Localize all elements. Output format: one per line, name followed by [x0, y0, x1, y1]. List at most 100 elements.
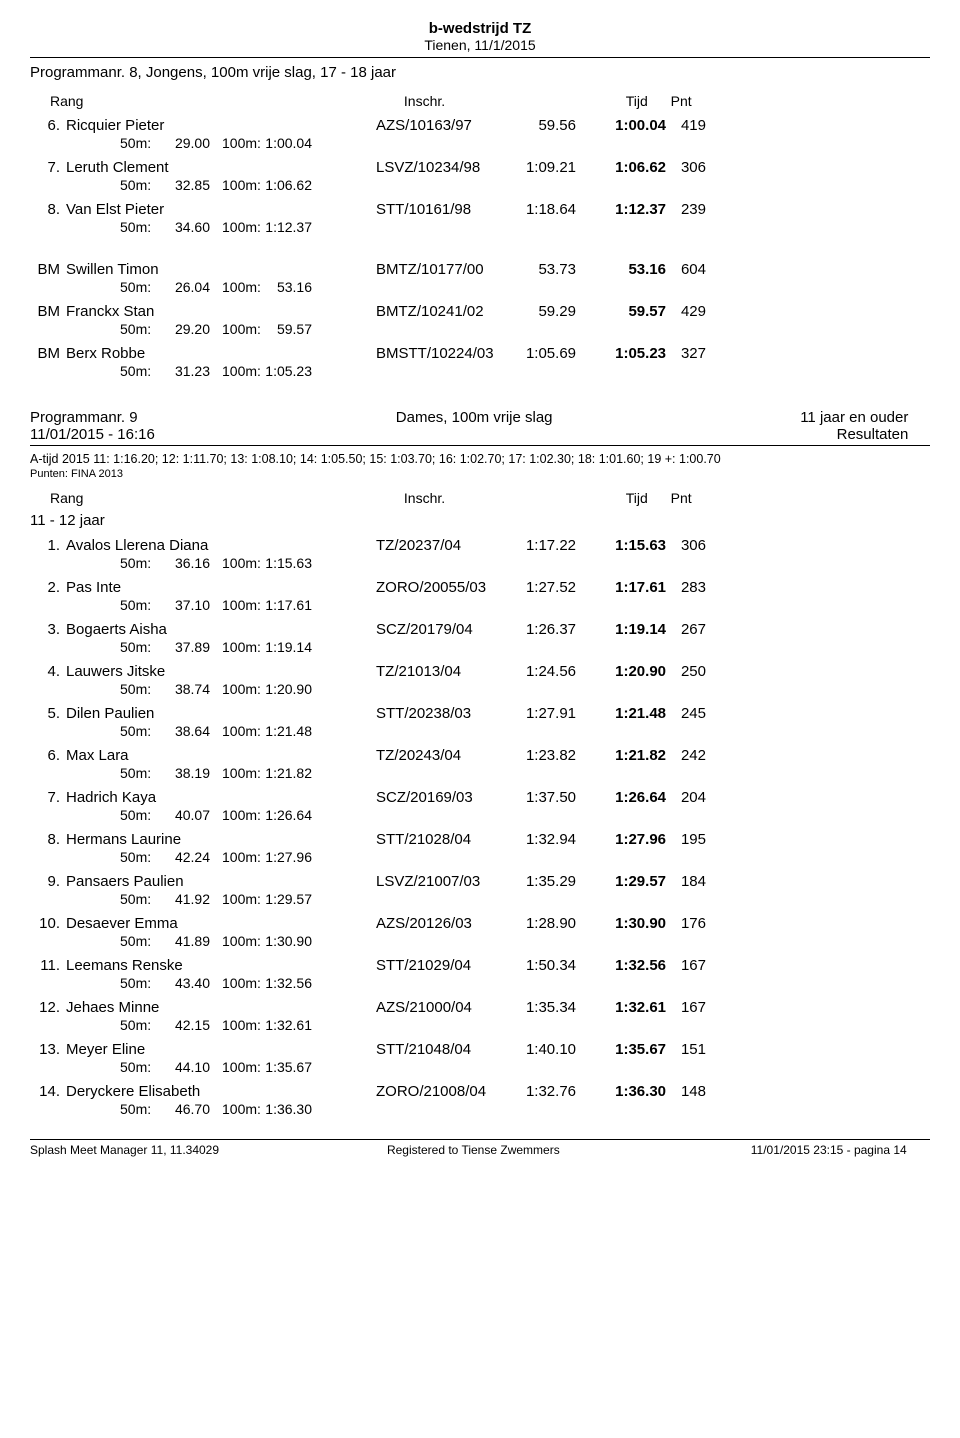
col-inschr: Inschr. [404, 93, 554, 109]
result-row: 3.Bogaerts AishaSCZ/20179/041:26.371:19.… [30, 621, 930, 638]
result-row: 2.Pas InteZORO/20055/031:27.521:17.61283 [30, 579, 930, 596]
points: 151 [666, 1041, 706, 1058]
entry-time: 1:32.76 [506, 1083, 576, 1100]
split-50-value: 41.89 [160, 933, 222, 949]
registration-code: TZ/20243/04 [376, 747, 506, 764]
punten: Punten: FINA 2013 [30, 468, 930, 480]
split-50-value: 38.74 [160, 681, 222, 697]
split-100-value: 59.57 [262, 321, 324, 337]
doc-title: b-wedstrijd TZ [30, 20, 930, 37]
split-100-label: 100m: [222, 891, 262, 907]
result-row: 13.Meyer ElineSTT/21048/041:40.101:35.67… [30, 1041, 930, 1058]
registration-code: STT/10161/98 [376, 201, 506, 218]
split-row: 50m:44.10100m:1:35.67 [30, 1059, 930, 1075]
final-time: 1:27.96 [576, 831, 666, 848]
split-100-label: 100m: [222, 933, 262, 949]
split-100-value: 1:30.90 [262, 933, 324, 949]
split-50-label: 50m: [120, 135, 160, 151]
split-100-value: 1:36.30 [262, 1101, 324, 1117]
col-rang: Rang [50, 490, 400, 506]
registration-code: TZ/20237/04 [376, 537, 506, 554]
split-100-label: 100m: [222, 765, 262, 781]
rank: 8. [30, 831, 60, 848]
points: 419 [666, 117, 706, 134]
result-row: BMFranckx StanBMTZ/10241/0259.2959.57429 [30, 303, 930, 320]
program9-header: Programmanr. 9 Dames, 100m vrije slag 11… [30, 409, 930, 1117]
swimmer-name: Berx Robbe [60, 345, 376, 362]
rank: 14. [30, 1083, 60, 1100]
points: 250 [666, 663, 706, 680]
registration-code: SCZ/20179/04 [376, 621, 506, 638]
split-row: 50m:42.15100m:1:32.61 [30, 1017, 930, 1033]
final-time: 1:32.56 [576, 957, 666, 974]
result-row: BMSwillen TimonBMTZ/10177/0053.7353.1660… [30, 261, 930, 278]
registration-code: SCZ/20169/03 [376, 789, 506, 806]
final-time: 1:26.64 [576, 789, 666, 806]
split-100-value: 1:19.14 [262, 639, 324, 655]
footer: Splash Meet Manager 11, 11.34029 Registe… [30, 1139, 930, 1157]
program8-title: Programmanr. 8, Jongens, 100m vrije slag… [30, 64, 930, 81]
col-tijd: Tijd [558, 93, 648, 109]
split-row: 50m:41.92100m:1:29.57 [30, 891, 930, 907]
split-50-value: 29.00 [160, 135, 222, 151]
result-row: 10.Desaever EmmaAZS/20126/031:28.901:30.… [30, 915, 930, 932]
registration-code: BMTZ/10241/02 [376, 303, 506, 320]
prog9-right: 11 jaar en ouder [618, 409, 908, 426]
rank: 4. [30, 663, 60, 680]
a-tijd: A-tijd 2015 11: 1:16.20; 12: 1:11.70; 13… [30, 452, 930, 466]
split-100-label: 100m: [222, 807, 262, 823]
swimmer-name: Franckx Stan [60, 303, 376, 320]
split-row: 50m:40.07100m:1:26.64 [30, 807, 930, 823]
split-50-value: 26.04 [160, 279, 222, 295]
registration-code: AZS/20126/03 [376, 915, 506, 932]
divider [30, 445, 930, 446]
split-100-value: 1:15.63 [262, 555, 324, 571]
points: 239 [666, 201, 706, 218]
split-100-label: 100m: [222, 1017, 262, 1033]
split-50-value: 36.16 [160, 555, 222, 571]
split-100-value: 1:32.61 [262, 1017, 324, 1033]
result-row: 6.Ricquier PieterAZS/10163/9759.561:00.0… [30, 117, 930, 134]
split-50-value: 29.20 [160, 321, 222, 337]
entry-time: 1:09.21 [506, 159, 576, 176]
rank: 6. [30, 117, 60, 134]
points: 306 [666, 159, 706, 176]
entry-time: 1:40.10 [506, 1041, 576, 1058]
prog9-mid: Dames, 100m vrije slag [334, 409, 614, 426]
col-pnt: Pnt [652, 93, 692, 109]
final-time: 1:30.90 [576, 915, 666, 932]
rank: 3. [30, 621, 60, 638]
entry-time: 1:18.64 [506, 201, 576, 218]
split-row: 50m:29.00100m:1:00.04 [30, 135, 930, 151]
entry-time: 1:50.34 [506, 957, 576, 974]
split-50-label: 50m: [120, 1101, 160, 1117]
split-50-label: 50m: [120, 975, 160, 991]
split-50-label: 50m: [120, 681, 160, 697]
split-row: 50m:38.64100m:1:21.48 [30, 723, 930, 739]
final-time: 1:00.04 [576, 117, 666, 134]
col-rang: Rang [50, 93, 400, 109]
rank: BM [30, 345, 60, 362]
prog9-left-sub: 11/01/2015 - 16:16 [30, 426, 330, 443]
split-100-value: 53.16 [262, 279, 324, 295]
swimmer-name: Deryckere Elisabeth [60, 1083, 376, 1100]
registration-code: AZS/21000/04 [376, 999, 506, 1016]
split-50-label: 50m: [120, 849, 160, 865]
entry-time: 1:32.94 [506, 831, 576, 848]
split-50-value: 44.10 [160, 1059, 222, 1075]
split-100-label: 100m: [222, 975, 262, 991]
result-row: 12.Jehaes MinneAZS/21000/041:35.341:32.6… [30, 999, 930, 1016]
points: 429 [666, 303, 706, 320]
split-50-value: 34.60 [160, 219, 222, 235]
registration-code: STT/20238/03 [376, 705, 506, 722]
split-row: 50m:46.70100m:1:36.30 [30, 1101, 930, 1117]
points: 267 [666, 621, 706, 638]
split-100-label: 100m: [222, 279, 262, 295]
split-50-label: 50m: [120, 765, 160, 781]
final-time: 1:29.57 [576, 873, 666, 890]
split-100-value: 1:32.56 [262, 975, 324, 991]
registration-code: ZORO/20055/03 [376, 579, 506, 596]
split-row: 50m:26.04100m:53.16 [30, 279, 930, 295]
final-time: 59.57 [576, 303, 666, 320]
points: 604 [666, 261, 706, 278]
